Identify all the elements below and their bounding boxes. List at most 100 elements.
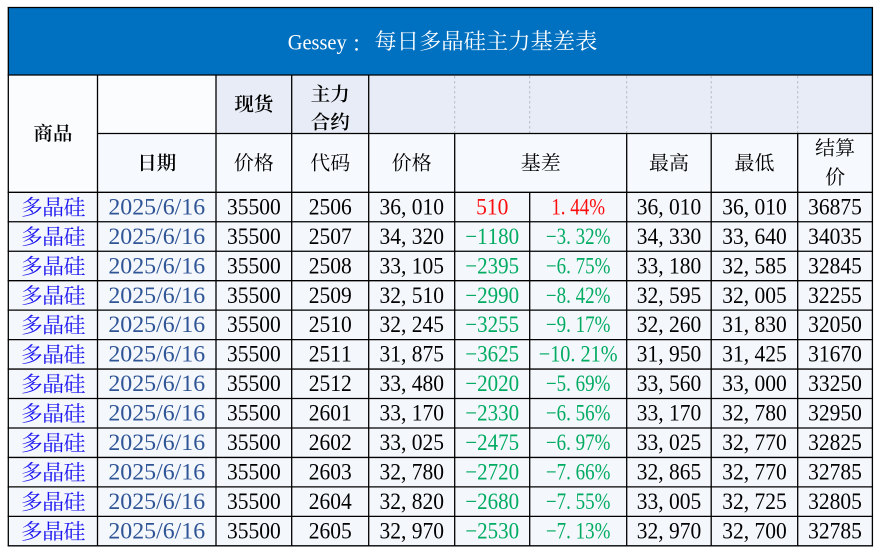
- svg-text:−5. 69%: −5. 69%: [546, 371, 611, 396]
- svg-text:2605: 2605: [309, 518, 352, 543]
- svg-text:33, 000: 33, 000: [722, 371, 787, 396]
- svg-text:2506: 2506: [309, 194, 352, 219]
- svg-text:−2020: −2020: [465, 371, 519, 396]
- svg-text:−2330: −2330: [465, 401, 519, 426]
- svg-text:33, 025: 33, 025: [637, 430, 702, 455]
- svg-text:2603: 2603: [309, 460, 352, 485]
- svg-text:32, 970: 32, 970: [379, 518, 444, 543]
- svg-text:32050: 32050: [808, 312, 862, 337]
- svg-text:2025/6/16: 2025/6/16: [108, 224, 205, 249]
- svg-text:35500: 35500: [227, 224, 281, 249]
- svg-text:2507: 2507: [309, 224, 352, 249]
- svg-text:2025/6/16: 2025/6/16: [108, 401, 205, 426]
- svg-text:32, 865: 32, 865: [637, 460, 702, 485]
- svg-text:2604: 2604: [309, 489, 352, 514]
- svg-text:34035: 34035: [808, 224, 862, 249]
- svg-text:2025/6/16: 2025/6/16: [108, 489, 205, 514]
- svg-text:31670: 31670: [808, 342, 862, 367]
- svg-text:−2720: −2720: [465, 460, 519, 485]
- svg-text:2025/6/16: 2025/6/16: [108, 430, 205, 455]
- svg-text:2511: 2511: [309, 342, 352, 367]
- svg-text:32, 780: 32, 780: [722, 401, 787, 426]
- svg-text:−6. 56%: −6. 56%: [546, 401, 611, 426]
- svg-text:32, 780: 32, 780: [379, 460, 444, 485]
- svg-text:−6. 75%: −6. 75%: [546, 253, 611, 278]
- svg-text:−2530: −2530: [465, 518, 519, 543]
- svg-text:33, 480: 33, 480: [379, 371, 444, 396]
- svg-text:34, 320: 34, 320: [379, 224, 444, 249]
- svg-text:34, 330: 34, 330: [637, 224, 702, 249]
- svg-text:32950: 32950: [808, 401, 862, 426]
- svg-text:2025/6/16: 2025/6/16: [108, 518, 205, 543]
- svg-text:2025/6/16: 2025/6/16: [108, 253, 205, 278]
- svg-text:33250: 33250: [808, 371, 862, 396]
- svg-text:−2475: −2475: [465, 430, 519, 455]
- svg-text:35500: 35500: [227, 342, 281, 367]
- svg-text:−3255: −3255: [465, 312, 519, 337]
- svg-text:33, 560: 33, 560: [637, 371, 702, 396]
- svg-text:36, 010: 36, 010: [379, 194, 444, 219]
- svg-text:2508: 2508: [309, 253, 352, 278]
- svg-text:32785: 32785: [808, 518, 862, 543]
- svg-text:33, 005: 33, 005: [637, 489, 702, 514]
- svg-text:33, 180: 33, 180: [637, 253, 702, 278]
- svg-text:510: 510: [476, 194, 508, 219]
- svg-text:32, 700: 32, 700: [722, 518, 787, 543]
- svg-text:31, 875: 31, 875: [379, 342, 444, 367]
- svg-text:−6. 97%: −6. 97%: [546, 430, 611, 455]
- svg-text:−7. 55%: −7. 55%: [546, 489, 611, 514]
- svg-text:2510: 2510: [309, 312, 352, 337]
- svg-text:−10. 21%: −10. 21%: [539, 342, 618, 367]
- svg-text:31, 950: 31, 950: [637, 342, 702, 367]
- svg-text:36, 010: 36, 010: [637, 194, 702, 219]
- svg-text:35500: 35500: [227, 401, 281, 426]
- svg-text:33, 170: 33, 170: [637, 401, 702, 426]
- svg-text:2602: 2602: [309, 430, 352, 455]
- svg-text:−7. 13%: −7. 13%: [546, 518, 611, 543]
- svg-text:2025/6/16: 2025/6/16: [108, 460, 205, 485]
- svg-text:36, 010: 36, 010: [722, 194, 787, 219]
- svg-text:−3. 32%: −3. 32%: [546, 224, 611, 249]
- svg-text:−1180: −1180: [465, 224, 519, 249]
- svg-text:32, 260: 32, 260: [637, 312, 702, 337]
- svg-text:32, 005: 32, 005: [722, 283, 787, 308]
- svg-text:32255: 32255: [808, 283, 862, 308]
- svg-text:−2680: −2680: [465, 489, 519, 514]
- svg-text:35500: 35500: [227, 518, 281, 543]
- svg-text:2512: 2512: [309, 371, 352, 396]
- svg-text:1. 44%: 1. 44%: [551, 194, 605, 219]
- svg-text:35500: 35500: [227, 312, 281, 337]
- svg-text:36875: 36875: [808, 194, 862, 219]
- svg-text:31, 830: 31, 830: [722, 312, 787, 337]
- svg-text:2601: 2601: [309, 401, 352, 426]
- svg-text:−2990: −2990: [465, 283, 519, 308]
- svg-text:32, 820: 32, 820: [379, 489, 444, 514]
- svg-text:33, 105: 33, 105: [379, 253, 444, 278]
- svg-text:2025/6/16: 2025/6/16: [108, 342, 205, 367]
- svg-text:32, 770: 32, 770: [722, 430, 787, 455]
- svg-text:32, 770: 32, 770: [722, 460, 787, 485]
- svg-text:2025/6/16: 2025/6/16: [108, 283, 205, 308]
- svg-text:−3625: −3625: [465, 342, 519, 367]
- svg-text:32, 595: 32, 595: [637, 283, 702, 308]
- svg-text:32, 725: 32, 725: [722, 489, 787, 514]
- svg-text:35500: 35500: [227, 489, 281, 514]
- svg-text:35500: 35500: [227, 283, 281, 308]
- svg-text:−8. 42%: −8. 42%: [546, 283, 611, 308]
- svg-text:−9. 17%: −9. 17%: [546, 312, 611, 337]
- svg-text:35500: 35500: [227, 253, 281, 278]
- svg-text:2025/6/16: 2025/6/16: [108, 371, 205, 396]
- svg-text:33, 170: 33, 170: [379, 401, 444, 426]
- svg-text:2509: 2509: [309, 283, 352, 308]
- svg-text:33, 025: 33, 025: [379, 430, 444, 455]
- svg-text:−2395: −2395: [465, 253, 519, 278]
- svg-text:32825: 32825: [808, 430, 862, 455]
- svg-text:35500: 35500: [227, 460, 281, 485]
- svg-text:32, 585: 32, 585: [722, 253, 787, 278]
- svg-text:31, 425: 31, 425: [722, 342, 787, 367]
- svg-text:−7. 66%: −7. 66%: [546, 460, 611, 485]
- svg-text:32, 970: 32, 970: [637, 518, 702, 543]
- svg-text:32785: 32785: [808, 460, 862, 485]
- svg-text:32, 510: 32, 510: [379, 283, 444, 308]
- svg-text:32, 245: 32, 245: [379, 312, 444, 337]
